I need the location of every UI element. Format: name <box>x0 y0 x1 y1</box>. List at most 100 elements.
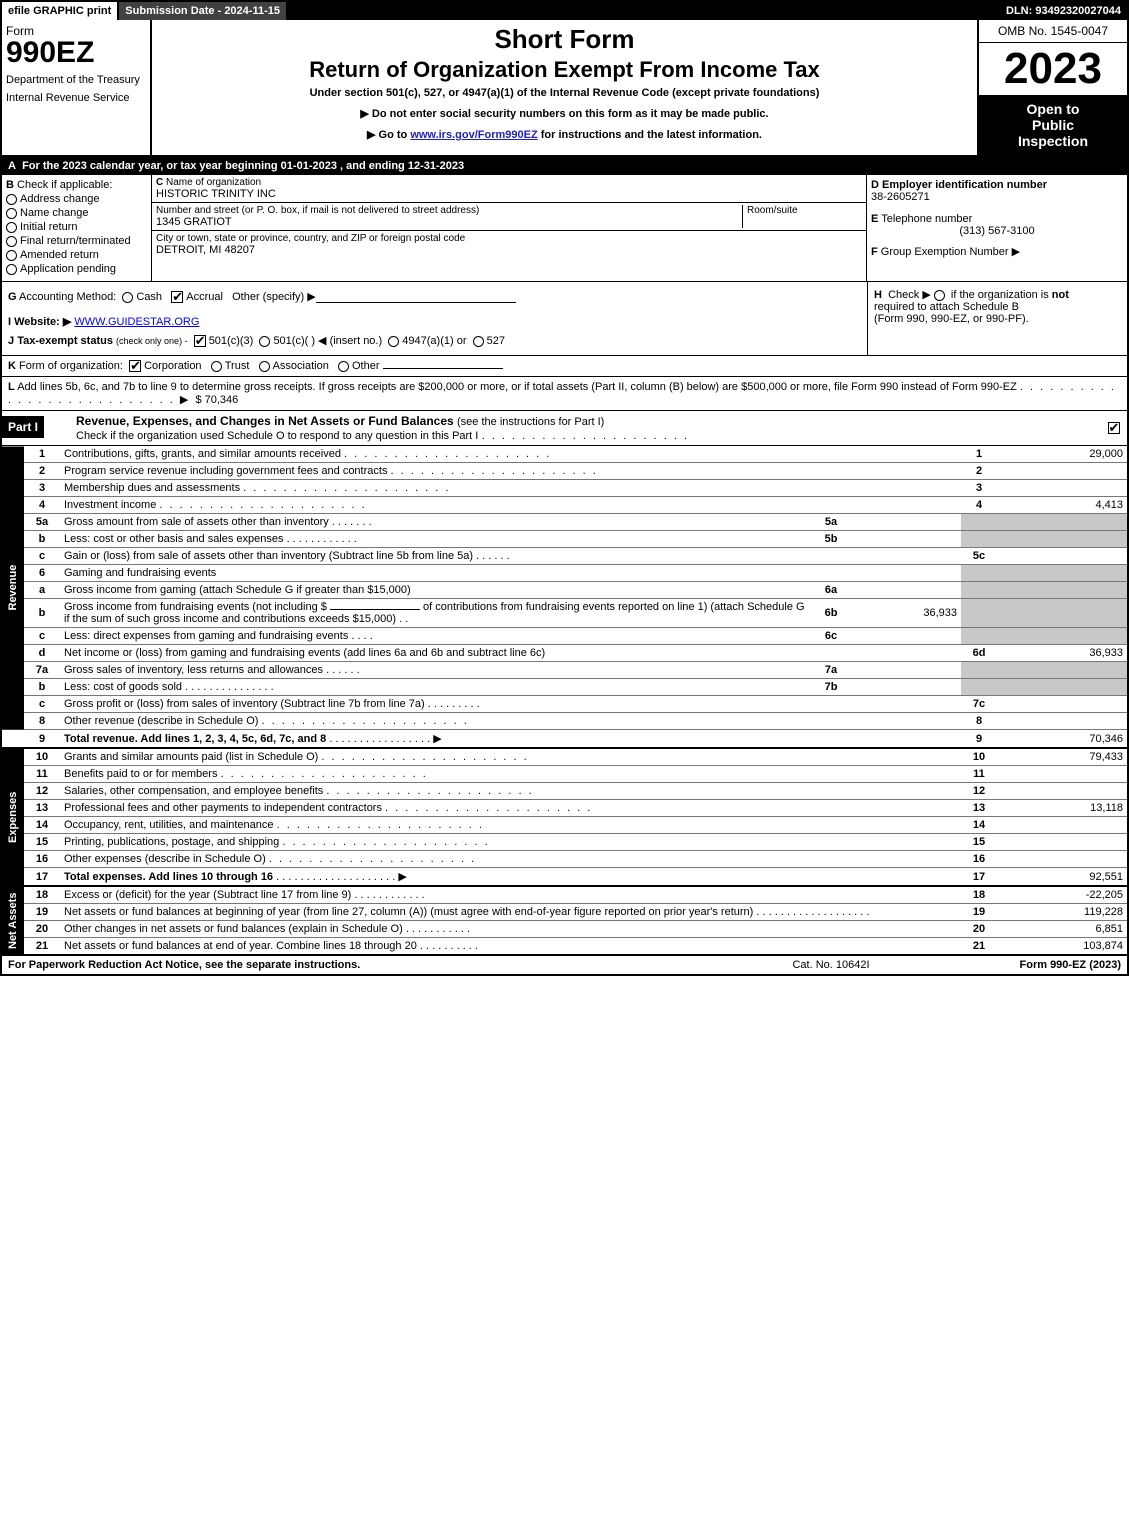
line-14: 14Occupancy, rent, utilities, and mainte… <box>2 817 1127 834</box>
header-left: Form 990EZ Department of the Treasury In… <box>2 20 152 155</box>
org-city: DETROIT, MI 48207 <box>156 244 255 256</box>
line-1: Revenue 1 Contributions, gifts, grants, … <box>2 446 1127 463</box>
open-to-public: Open to Public Inspection <box>979 95 1127 155</box>
row-l: L Add lines 5b, 6c, and 7b to line 9 to … <box>2 377 1127 411</box>
omb-number: OMB No. 1545-0047 <box>979 20 1127 43</box>
lines-table: Revenue 1 Contributions, gifts, grants, … <box>2 446 1127 956</box>
f-label: Group Exemption Number <box>881 246 1009 258</box>
side-expenses: Expenses <box>2 748 24 886</box>
chk-h[interactable] <box>934 290 945 301</box>
i-label: Website: ▶ <box>14 316 71 328</box>
b-label: Check if applicable: <box>17 179 112 191</box>
k-label: Form of organization: <box>19 360 123 372</box>
line-20: 20Other changes in net assets or fund ba… <box>2 921 1127 938</box>
chk-corp[interactable] <box>129 360 141 372</box>
part-i-schedule-o-check[interactable] <box>1108 422 1120 434</box>
g-lead: G <box>8 291 17 303</box>
b-lead: B <box>6 179 14 191</box>
d-lead: D <box>871 179 879 191</box>
efile-print-label: efile GRAPHIC print <box>2 2 119 20</box>
chk-4947[interactable] <box>388 336 399 347</box>
part-i-header: Part I Revenue, Expenses, and Changes in… <box>2 411 1127 446</box>
line-9: 9Total revenue. Add lines 1, 2, 3, 4, 5c… <box>2 730 1127 749</box>
line-12: 12Salaries, other compensation, and empl… <box>2 783 1127 800</box>
side-net-assets: Net Assets <box>2 886 24 955</box>
line-15: 15Printing, publications, postage, and s… <box>2 834 1127 851</box>
k-other-blank <box>383 368 503 369</box>
chk-assoc[interactable] <box>259 361 270 372</box>
irs-link[interactable]: www.irs.gov/Form990EZ <box>410 129 537 141</box>
part-i-tab: Part I <box>2 416 44 438</box>
page-footer: For Paperwork Reduction Act Notice, see … <box>2 956 1127 974</box>
col-b: B Check if applicable: Address change Na… <box>2 175 152 281</box>
room-label: Room/suite <box>747 205 798 216</box>
website-link[interactable]: WWW.GUIDESTAR.ORG <box>74 316 199 328</box>
dept-treasury: Department of the Treasury <box>6 74 146 86</box>
open-line2: Public <box>983 117 1123 133</box>
subtitle: Under section 501(c), 527, or 4947(a)(1)… <box>160 87 969 99</box>
col-c: C Name of organization HISTORIC TRINITY … <box>152 175 867 281</box>
f-lead: F <box>871 246 878 258</box>
footer-right: Form 990-EZ (2023) <box>961 959 1121 971</box>
title-return: Return of Organization Exempt From Incom… <box>160 57 969 83</box>
radio-accrual[interactable] <box>171 291 183 303</box>
chk-501c3[interactable] <box>194 335 206 347</box>
row-a: A For the 2023 calendar year, or tax yea… <box>2 157 1127 175</box>
chk-501c[interactable] <box>259 336 270 347</box>
row-a-lead: A <box>8 160 16 172</box>
line-16: 16Other expenses (describe in Schedule O… <box>2 851 1127 868</box>
org-street: 1345 GRATIOT <box>156 216 232 228</box>
instr-goto: ▶ Go to www.irs.gov/Form990EZ for instru… <box>160 128 969 141</box>
dln: DLN: 93492320027044 <box>1000 2 1127 20</box>
l-lead: L <box>8 381 15 393</box>
chk-initial-return[interactable]: Initial return <box>6 221 147 233</box>
line-5a: 5aGross amount from sale of assets other… <box>2 514 1127 531</box>
chk-name-change[interactable]: Name change <box>6 207 147 219</box>
line-13: 13Professional fees and other payments t… <box>2 800 1127 817</box>
line-6a: aGross income from gaming (attach Schedu… <box>2 582 1127 599</box>
side-revenue: Revenue <box>2 446 24 730</box>
chk-final-return[interactable]: Final return/terminated <box>6 235 147 247</box>
chk-amended-return[interactable]: Amended return <box>6 249 147 261</box>
topbar-spacer <box>288 2 1000 20</box>
e-label: Telephone number <box>881 213 972 225</box>
line-5c: cGain or (loss) from sale of assets othe… <box>2 548 1127 565</box>
chk-application-pending[interactable]: Application pending <box>6 263 147 275</box>
other-blank <box>316 302 516 303</box>
i-lead: I <box>8 316 11 328</box>
line-6b: bGross income from fundraising events (n… <box>2 599 1127 628</box>
col-g: G Accounting Method: Cash Accrual Other … <box>2 282 867 355</box>
c-city: City or town, state or province, country… <box>152 231 866 258</box>
line-7a: 7aGross sales of inventory, less returns… <box>2 662 1127 679</box>
row-k: K Form of organization: Corporation Trus… <box>2 356 1127 377</box>
radio-cash[interactable] <box>122 292 133 303</box>
open-line3: Inspection <box>983 133 1123 149</box>
j-lead: J <box>8 335 14 347</box>
row-a-text: For the 2023 calendar year, or tax year … <box>22 160 464 172</box>
instr-no-ssn: ▶ Do not enter social security numbers o… <box>160 107 969 120</box>
line-10: Expenses 10Grants and similar amounts pa… <box>2 748 1127 766</box>
line-7c: cGross profit or (loss) from sales of in… <box>2 696 1127 713</box>
line-6d: dNet income or (loss) from gaming and fu… <box>2 645 1127 662</box>
open-line1: Open to <box>983 101 1123 117</box>
c-street: Number and street (or P. O. box, if mail… <box>152 203 866 231</box>
chk-trust[interactable] <box>211 361 222 372</box>
c-name: C Name of organization HISTORIC TRINITY … <box>152 175 866 203</box>
l-amount: $ 70,346 <box>195 394 238 406</box>
chk-527[interactable] <box>473 336 484 347</box>
j-label: Tax-exempt status <box>17 335 113 347</box>
section-bcdef: B Check if applicable: Address change Na… <box>2 175 1127 282</box>
header-mid: Short Form Return of Organization Exempt… <box>152 20 977 155</box>
footer-cat: Cat. No. 10642I <box>701 959 961 971</box>
topbar: efile GRAPHIC print Submission Date - 20… <box>2 2 1127 20</box>
col-h: H Check ▶ if the organization is not req… <box>867 282 1127 355</box>
header-right: OMB No. 1545-0047 2023 Open to Public In… <box>977 20 1127 155</box>
chk-other[interactable] <box>338 361 349 372</box>
line-6c: cLess: direct expenses from gaming and f… <box>2 628 1127 645</box>
title-short-form: Short Form <box>160 24 969 55</box>
chk-address-change[interactable]: Address change <box>6 193 147 205</box>
d-label: Employer identification number <box>882 179 1047 191</box>
line-11: 11Benefits paid to or for members 11 <box>2 766 1127 783</box>
dept-irs: Internal Revenue Service <box>6 92 146 104</box>
line-7b: bLess: cost of goods sold . . . . . . . … <box>2 679 1127 696</box>
